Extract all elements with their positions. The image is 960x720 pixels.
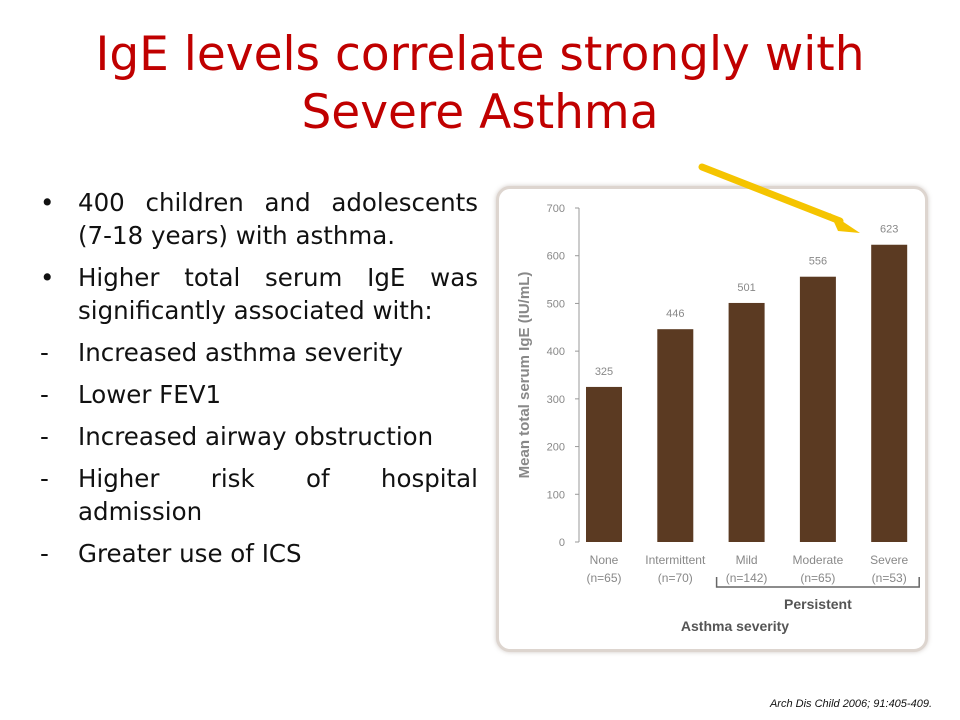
x-tick-label: Severe (870, 553, 908, 567)
data-label: 501 (737, 282, 755, 294)
bar (871, 244, 908, 543)
x-tick-label: Intermittent (645, 553, 706, 567)
x-tick-label: Mild (736, 553, 758, 567)
x-tick-count: (n=70) (658, 571, 693, 585)
y-tick-label: 100 (547, 489, 565, 501)
group-bracket (715, 577, 920, 588)
bar (586, 386, 622, 542)
data-label: 556 (809, 256, 827, 268)
bullet-text: Greater use of ICS (78, 539, 302, 568)
y-tick-label: 300 (547, 394, 565, 406)
data-label: 325 (595, 366, 613, 378)
x-tick-count: (n=142) (726, 571, 768, 585)
y-tick-label: 500 (547, 298, 565, 310)
slide-title-line2: Severe Asthma (301, 85, 659, 140)
bullet-text: Increased airway obstruction (78, 422, 434, 451)
dash-marker: - (40, 422, 49, 451)
y-tick-label: 200 (547, 442, 565, 454)
slide-title: IgE levels correlate strongly with Sever… (40, 26, 920, 142)
y-tick-label: 600 (547, 251, 565, 263)
highlight-arrow-icon (698, 163, 860, 233)
bullet-item: • Higher total serum IgE was significantl… (32, 261, 478, 327)
x-tick-count: (n=65) (586, 571, 621, 585)
slide-title-line1: IgE levels correlate strongly with (95, 27, 865, 82)
group-label: Persistent (784, 596, 852, 612)
dash-marker: - (40, 380, 49, 409)
x-tick-count: (n=65) (800, 571, 835, 585)
bullet-text: Higher risk of hospital admission (78, 464, 478, 526)
x-axis-title: Asthma severity (681, 618, 789, 634)
data-label: 446 (666, 308, 684, 320)
x-tick-count: (n=53) (872, 571, 907, 585)
bullet-text: Lower FEV1 (78, 380, 222, 409)
bullet-text: Higher total serum IgE was significantly… (78, 263, 478, 325)
bar-chart: 0 100 200 300 400 500 600 700 Mean total serum I… (516, 203, 920, 634)
dash-marker: - (40, 539, 49, 568)
sub-bullet-item: - Higher risk of hospital admission (32, 462, 478, 528)
bullet-text: 400 children and adolescents (7-18 years… (78, 188, 478, 250)
bullet-text: Increased asthma severity (78, 338, 403, 367)
sub-bullet-item: - Greater use of ICS (32, 537, 478, 570)
bullet-list: • 400 children and adolescents (7-18 year… (32, 186, 478, 579)
x-tick-label: None (590, 553, 619, 567)
sub-bullet-item: - Increased airway obstruction (32, 420, 478, 453)
sub-bullet-item: - Increased asthma severity (32, 336, 478, 369)
bar (728, 302, 765, 542)
y-tick-label: 400 (547, 346, 565, 358)
x-tick-label: Moderate (793, 553, 844, 567)
y-tick-label: 700 (547, 203, 565, 215)
data-label: 623 (880, 224, 898, 236)
chart-frame: 0 100 200 300 400 500 600 700 Mean total serum I… (496, 186, 928, 652)
dash-marker: - (40, 338, 49, 367)
bar (799, 276, 836, 542)
bullet-marker: • (40, 263, 55, 292)
bullet-item: • 400 children and adolescents (7-18 year… (32, 186, 478, 252)
y-axis-title: Mean total serum IgE (IU/mL) (516, 272, 533, 479)
sub-bullet-item: - Lower FEV1 (32, 378, 478, 411)
dash-marker: - (40, 464, 49, 493)
bullet-marker: • (40, 188, 55, 217)
citation: Arch Dis Child 2006; 91:405-409. (769, 698, 932, 710)
y-tick-label: 0 (559, 537, 565, 549)
bar (657, 329, 694, 542)
